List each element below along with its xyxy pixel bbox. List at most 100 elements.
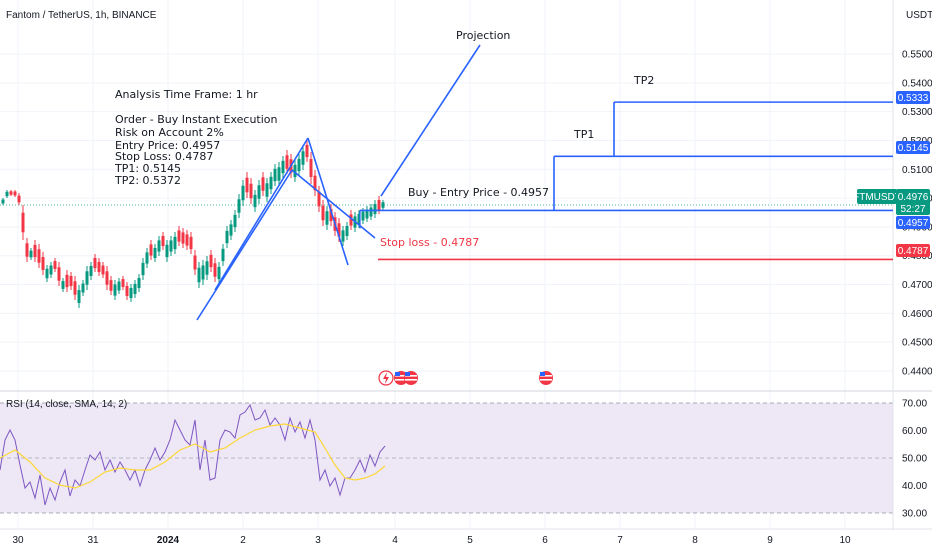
candle-body [229, 224, 233, 236]
candle-body [369, 207, 373, 217]
candle-body [325, 211, 329, 225]
candle-body [305, 144, 309, 158]
candle-body [149, 244, 153, 256]
candle-body [21, 212, 25, 233]
current-price-tag-text: 0.4976 [898, 192, 929, 203]
candle-body [177, 230, 181, 242]
candle-body [277, 167, 281, 181]
candle-body [293, 164, 297, 178]
candle-body [233, 214, 237, 228]
time-tick-label: 10 [839, 535, 851, 546]
price-tick-label: 0.5300 [902, 107, 932, 118]
time-tick-label: 7 [617, 535, 623, 546]
candles [1, 140, 385, 308]
countdown-tag-text: 52:27 [900, 204, 925, 215]
note-risk: Risk on Account 2% [115, 126, 224, 139]
candle-body [153, 247, 157, 259]
analysis-notes: Analysis Time Frame: 1 hr Order - Buy In… [114, 88, 278, 187]
price-tick-label: 0.4600 [902, 309, 932, 320]
candle-body [65, 274, 69, 288]
candle-body [129, 287, 133, 299]
entry-price-tag-text: 0.4957 [898, 218, 929, 229]
candle-body [169, 240, 173, 252]
rsi-axis: 70.00 60.00 50.00 40.00 30.00 [902, 399, 927, 520]
candle-body [137, 277, 141, 289]
candle-body [9, 191, 13, 195]
candle-body [381, 202, 385, 208]
time-tick-label: 2 [240, 535, 246, 546]
candle-body [281, 160, 285, 174]
candle-body [53, 261, 57, 269]
candle-body [85, 271, 89, 285]
candle-body [29, 250, 33, 258]
candle-body [269, 176, 273, 190]
price-tick-label: 0.5500 [902, 50, 932, 61]
candle-body [97, 261, 101, 273]
candle-body [145, 252, 149, 264]
candle-body [5, 191, 9, 197]
candle-body [61, 281, 65, 289]
note-tp1: TP1: 0.5145 [114, 162, 181, 175]
us-flag-event-icon[interactable] [404, 371, 418, 385]
entry-price-tag [896, 216, 930, 229]
candle-body [249, 183, 253, 199]
time-tick-label: 3 [315, 535, 321, 546]
price-tick-label: 0.5400 [902, 78, 932, 89]
note-stop: Stop Loss: 0.4787 [115, 150, 213, 163]
candle-body [13, 191, 17, 196]
candle-body [209, 254, 213, 268]
note-order: Order - Buy Instant Execution [115, 113, 278, 126]
candle-body [265, 183, 269, 197]
time-axis[interactable]: 30 31 2024 2 3 4 5 6 7 8 9 10 [12, 535, 851, 546]
stop-label: Stop loss - 0.4787 [380, 236, 479, 249]
candle-body [365, 209, 369, 219]
candle-body [117, 281, 121, 291]
candle-body [241, 185, 245, 201]
candle-body [89, 265, 93, 277]
price-tick-label: 0.4400 [902, 367, 932, 378]
candle-body [125, 285, 129, 297]
candle-body [221, 248, 225, 262]
candle-body [17, 195, 21, 203]
candle-body [213, 263, 217, 277]
rsi-tick-label: 30.00 [902, 509, 927, 520]
rsi-label: RSI (14, close, SMA, 14, 2) [6, 399, 127, 410]
candle-body [253, 194, 257, 208]
candle-body [57, 267, 61, 281]
time-tick-label: 4 [392, 535, 398, 546]
candle-body [113, 284, 117, 296]
candle-body [37, 249, 41, 263]
rising-trend-line [196, 169, 293, 321]
flash-event-icon[interactable] [378, 370, 394, 386]
rsi-tick-label: 70.00 [902, 399, 927, 410]
candle-body [273, 168, 277, 182]
candle-body [33, 244, 37, 258]
us-flag-event-icon[interactable] [539, 371, 553, 385]
candle-body [121, 279, 125, 287]
candle-body [361, 211, 365, 221]
entry-label: Buy - Entry Price - 0.4957 [408, 186, 549, 199]
note-entry: Entry Price: 0.4957 [115, 139, 220, 152]
candle-body [81, 283, 85, 293]
candle-body [69, 275, 73, 287]
time-tick-label: 6 [542, 535, 548, 546]
candle-body [101, 265, 105, 275]
event-icons[interactable] [378, 370, 553, 386]
candle-body [49, 265, 53, 275]
candle-body [373, 203, 377, 215]
time-tick-label: 31 [87, 535, 99, 546]
drawings[interactable] [196, 44, 893, 321]
us-flag-event-icon[interactable] [394, 371, 408, 385]
rsi-sma-line [0, 423, 386, 489]
candle-body [165, 244, 169, 258]
time-tick-label: 30 [12, 535, 24, 546]
candle-body [337, 223, 341, 237]
rsi-reference-lines [0, 402, 893, 514]
rsi-tick-label: 40.00 [902, 481, 927, 492]
candle-body [377, 199, 381, 211]
candle-body [181, 232, 185, 244]
candle-body [225, 230, 229, 244]
candle-body [349, 214, 353, 226]
